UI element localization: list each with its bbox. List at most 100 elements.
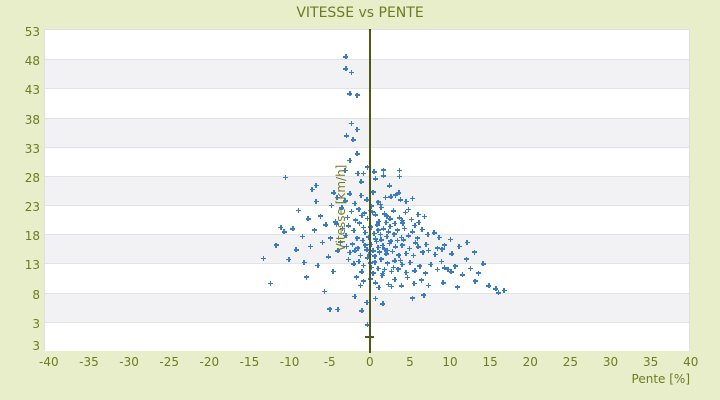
data-point [501, 288, 507, 294]
data-point [382, 194, 388, 200]
x-tick-label: 35 [643, 355, 659, 369]
data-point [410, 253, 416, 259]
data-point [296, 207, 302, 213]
data-point [335, 248, 341, 254]
y-tick-label: 33 [24, 141, 40, 156]
y-tick-label: 48 [24, 54, 40, 69]
data-point [402, 210, 408, 216]
data-point [308, 243, 314, 249]
x-tick-label: -40 [39, 355, 59, 369]
y-tick-label: 23 [24, 200, 40, 215]
data-point [377, 249, 383, 255]
data-point [357, 253, 363, 259]
data-point [342, 198, 348, 204]
x-tick-label: 0 [365, 355, 374, 369]
x-tick-label: 20 [522, 355, 538, 369]
data-point [312, 227, 318, 233]
y-axis-title: Vitesse [km/h] [334, 164, 348, 252]
x-tick-label: 15 [482, 355, 498, 369]
x-tick-label: 25 [562, 355, 579, 369]
data-point [493, 286, 499, 292]
data-point [495, 290, 501, 296]
data-point [486, 283, 492, 289]
data-point [278, 225, 284, 231]
data-point [422, 270, 428, 276]
data-point [463, 256, 469, 262]
plot-band [45, 292, 689, 322]
data-point [373, 176, 379, 182]
data-point [375, 244, 381, 250]
data-point [395, 266, 401, 272]
data-point [425, 232, 431, 238]
data-point [440, 280, 446, 286]
data-point [368, 242, 374, 248]
data-point [313, 199, 319, 205]
data-point [344, 133, 350, 139]
data-point [365, 255, 371, 261]
data-point [371, 231, 377, 237]
data-point [418, 277, 424, 283]
data-point [260, 256, 266, 262]
data-point [384, 213, 390, 219]
data-point [396, 252, 402, 258]
data-point [381, 246, 387, 252]
data-point [432, 251, 438, 257]
x-tick-label: -25 [159, 355, 179, 369]
data-point [357, 282, 363, 288]
data-point [413, 240, 419, 246]
data-point [344, 243, 350, 249]
data-point [412, 268, 418, 274]
data-point [414, 235, 420, 241]
data-point [373, 296, 379, 302]
data-point [375, 199, 381, 205]
chart-title: VITESSE vs PENTE [296, 5, 424, 21]
data-point [343, 54, 349, 60]
data-point [290, 226, 296, 232]
data-point [386, 240, 392, 246]
data-point [391, 231, 397, 237]
data-point [361, 225, 367, 231]
plot-band [45, 263, 689, 293]
data-point [347, 191, 353, 197]
data-point [449, 251, 455, 257]
x-tick-label: -10 [279, 355, 300, 369]
data-point [345, 223, 351, 229]
data-point [354, 126, 360, 132]
data-point [380, 301, 386, 307]
data-point [375, 227, 381, 233]
x-tick-label: -15 [239, 355, 260, 369]
data-point [370, 248, 376, 254]
data-point [325, 254, 331, 260]
data-point [369, 203, 375, 209]
data-point [471, 249, 477, 255]
data-point [376, 218, 382, 224]
data-point [362, 242, 368, 248]
data-point [378, 256, 384, 262]
plot-band [45, 30, 689, 60]
data-point [327, 306, 333, 312]
data-point [349, 241, 355, 247]
data-point [387, 216, 393, 222]
data-point [385, 229, 391, 235]
gridline [45, 263, 689, 265]
y-tick-label: 3 [32, 339, 40, 353]
data-point [475, 270, 481, 276]
data-point [403, 250, 409, 256]
data-point [403, 269, 409, 275]
data-point [352, 293, 358, 299]
data-point [390, 264, 396, 270]
data-point [358, 193, 364, 199]
data-point [332, 219, 338, 225]
data-point [281, 229, 287, 235]
data-point [394, 238, 400, 243]
data-point [385, 282, 391, 288]
data-point [283, 175, 289, 181]
data-point [333, 221, 339, 227]
data-point [387, 224, 393, 230]
data-point [354, 151, 360, 157]
data-point [392, 221, 398, 227]
data-point [345, 214, 351, 220]
data-point [447, 236, 453, 242]
data-point [399, 218, 405, 224]
gridline [45, 292, 689, 294]
